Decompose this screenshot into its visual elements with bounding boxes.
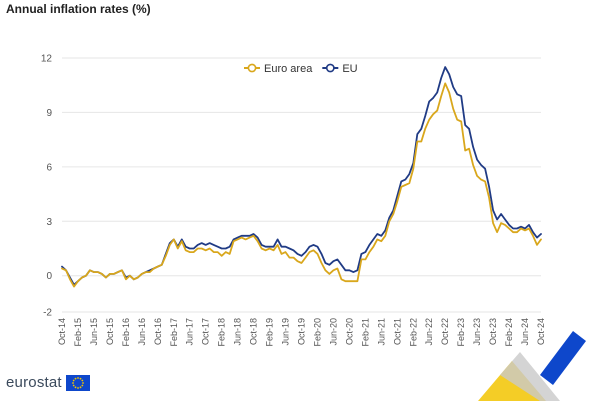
- x-tick-label: Oct-21: [392, 318, 402, 345]
- y-tick-label: -2: [43, 308, 52, 319]
- y-tick-label: 9: [46, 108, 52, 119]
- x-tick-label: Feb-20: [312, 318, 322, 347]
- series-line-eu: [61, 66, 542, 286]
- x-tick-label: Oct-16: [153, 318, 163, 345]
- x-axis-ticks: Oct-14 Feb-15 Jun-15 Oct-15 Feb-16 Jun-16 Oct-…: [57, 318, 546, 347]
- x-tick-label: Feb-23: [456, 318, 466, 347]
- flag-star: [74, 377, 77, 380]
- x-tick-label: Feb-18: [217, 318, 227, 347]
- y-tick-label: 3: [46, 217, 52, 228]
- x-tick-label: Oct-15: [105, 318, 115, 345]
- chart-title: Annual inflation rates (%): [6, 2, 151, 16]
- x-tick-label: Oct-23: [488, 318, 498, 345]
- grey-band: [500, 352, 560, 401]
- grid-lines: [62, 57, 541, 313]
- x-tick-label: Jun-16: [137, 318, 147, 346]
- y-tick-label: 6: [46, 162, 52, 173]
- flag-star: [79, 377, 82, 380]
- legend-label: Euro area: [264, 63, 313, 75]
- x-tick-label: Oct-14: [57, 318, 67, 345]
- x-tick-label: Jun-24: [520, 318, 530, 346]
- y-tick-label: 0: [46, 271, 52, 282]
- x-tick-label: Oct-20: [344, 318, 354, 345]
- flag-star: [76, 386, 79, 389]
- x-tick-label: Oct-22: [440, 318, 450, 345]
- flag-star: [81, 384, 84, 386]
- series-line-euro-area: [61, 82, 542, 288]
- y-tick-label: 12: [41, 54, 53, 65]
- x-tick-label: Feb-22: [408, 318, 418, 347]
- legend-item-eu[interactable]: EU: [322, 63, 358, 75]
- x-tick-label: Jun-19: [281, 318, 291, 346]
- blue-band: [540, 331, 586, 385]
- x-tick-label: Oct-17: [201, 318, 211, 345]
- legend-label: EU: [342, 63, 357, 75]
- flag-star: [81, 379, 84, 381]
- legend-marker: [247, 63, 257, 73]
- flag-star: [72, 384, 75, 386]
- legend[interactable]: Euro area EU: [244, 63, 358, 75]
- x-tick-label: Feb-16: [121, 318, 131, 347]
- flag-star: [72, 379, 75, 381]
- flag-star: [81, 381, 84, 384]
- x-tick-label: Jun-22: [424, 318, 434, 346]
- x-tick-label: Oct-18: [249, 318, 259, 345]
- x-tick-label: Jun-20: [328, 318, 338, 346]
- eurostat-logo: eurostat: [6, 374, 90, 391]
- eu-flag-icon: [65, 374, 90, 391]
- legend-item-euro-area[interactable]: Euro area: [244, 63, 313, 75]
- series-lines: [61, 66, 542, 288]
- x-tick-label: Oct-24: [536, 318, 546, 345]
- x-tick-label: Jun-23: [472, 318, 482, 346]
- x-tick-label: Feb-21: [360, 318, 370, 347]
- x-tick-label: Jun-17: [185, 318, 195, 346]
- eurostat-corner-graphic: [478, 331, 586, 401]
- x-tick-label: Jun-18: [233, 318, 243, 346]
- eurostat-logo-text: eurostat: [6, 374, 62, 391]
- flag-star: [71, 381, 74, 384]
- flag-star: [74, 385, 77, 388]
- x-tick-label: Feb-24: [504, 318, 514, 347]
- flag-star: [79, 385, 82, 388]
- x-tick-label: Oct-19: [297, 318, 307, 345]
- x-tick-label: Jun-15: [89, 318, 99, 346]
- legend-marker: [325, 63, 335, 73]
- y-axis-ticks: -2 0 3 6 9 12: [41, 54, 53, 319]
- x-tick-label: Feb-15: [73, 318, 83, 347]
- flag-star: [76, 376, 79, 379]
- x-tick-label: Feb-17: [169, 318, 179, 347]
- x-tick-label: Jun-21: [376, 318, 386, 346]
- x-tick-label: Feb-19: [265, 318, 275, 347]
